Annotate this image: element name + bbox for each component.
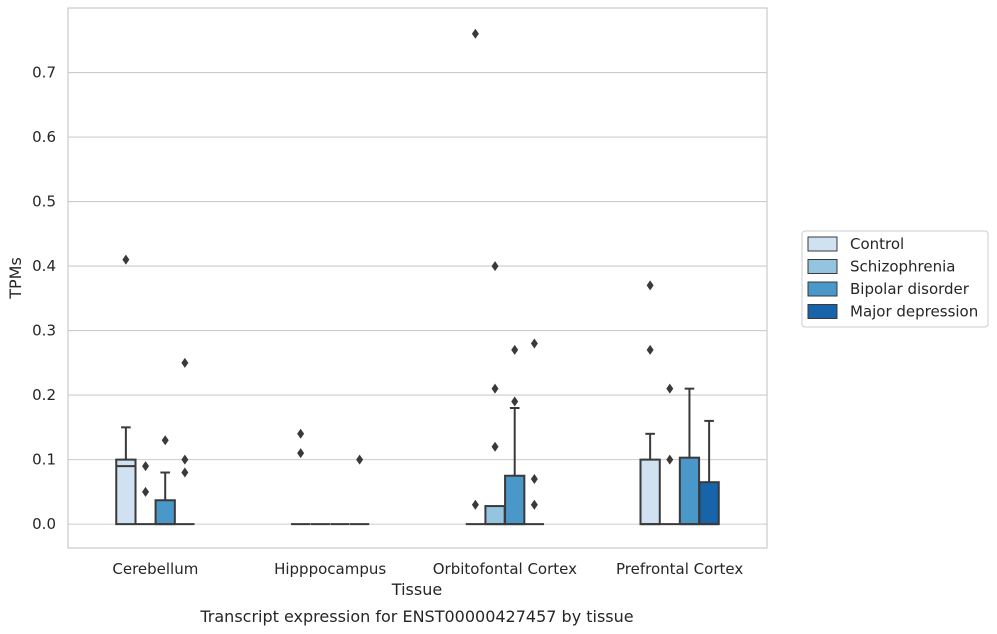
- y-tick-label: 0.1: [32, 451, 56, 469]
- outlier-point: [297, 448, 305, 459]
- box-bipolar-disorder: [154, 435, 176, 526]
- box-control: [291, 428, 311, 526]
- grid-lines: [68, 71, 767, 525]
- plot-marks: [115, 28, 720, 526]
- legend-swatch: [807, 259, 838, 274]
- y-tick-labels: 0.0 0.1 0.2 0.3 0.4 0.5 0.6 0.7: [32, 64, 56, 534]
- box-control: [465, 28, 486, 526]
- y-tick-label: 0.4: [32, 257, 56, 275]
- outlier-point: [142, 486, 150, 497]
- outlier-point: [142, 461, 150, 472]
- box-schizophrenia: [484, 261, 506, 526]
- y-tick-label: 0.0: [32, 515, 56, 533]
- box-control: [115, 254, 137, 526]
- y-tick-label: 0.6: [32, 128, 56, 146]
- box-body: [678, 456, 701, 526]
- box-major-depression: [524, 338, 544, 526]
- legend-label: Control: [850, 235, 904, 253]
- outlier-point: [530, 473, 538, 484]
- outlier-point: [181, 454, 189, 465]
- legend-swatch: [807, 304, 838, 319]
- outlier-point: [491, 441, 499, 452]
- x-tick-label: Orbitofontal Cortex: [433, 560, 577, 578]
- legend-label: Bipolar disorder: [850, 280, 970, 298]
- legend-swatch: [807, 281, 838, 297]
- outlier-point: [511, 344, 519, 355]
- outlier-point: [297, 428, 305, 439]
- outlier-point: [511, 396, 519, 407]
- box-body: [639, 458, 661, 526]
- box-schizophrenia: [660, 383, 680, 526]
- box-major-depression: [349, 454, 370, 526]
- plot-frame: [67, 7, 768, 549]
- box-body: [698, 481, 720, 526]
- outlier-point: [161, 435, 169, 446]
- chart-caption: Transcript expression for ENST0000042745…: [199, 607, 633, 626]
- legend-label: Major depression: [850, 303, 978, 321]
- x-tick-labels: Cerebellum Hipppocampus Orbitofontal Corte…: [112, 560, 743, 578]
- outlier-point: [530, 499, 538, 510]
- outlier-point: [471, 499, 479, 510]
- outlier-point: [646, 280, 654, 291]
- outlier-point: [666, 454, 674, 465]
- box-bipolar-disorder: [504, 344, 526, 526]
- y-tick-label: 0.3: [32, 322, 56, 340]
- y-tick-label: 0.7: [32, 64, 56, 82]
- legend-frame: [801, 230, 989, 328]
- legend: Control Schizophrenia Bipolar disorder Majo…: [801, 230, 989, 328]
- x-tick-label: Prefrontal Cortex: [616, 560, 743, 578]
- outlier-point: [356, 454, 364, 465]
- box-major-depression: [698, 419, 720, 526]
- y-tick-label: 0.5: [32, 193, 56, 211]
- x-tick-label: Cerebellum: [112, 560, 198, 578]
- box-body: [154, 499, 176, 526]
- y-axis-title: TPMs: [6, 257, 25, 300]
- outlier-point: [181, 357, 189, 368]
- box-major-depression: [175, 357, 195, 526]
- outlier-point: [471, 28, 479, 39]
- outlier-point: [122, 254, 130, 265]
- outlier-point: [181, 467, 189, 478]
- box-body: [484, 505, 506, 526]
- x-axis-title: Tissue: [391, 580, 442, 599]
- outlier-point: [666, 383, 674, 394]
- outlier-point: [646, 344, 654, 355]
- box-body: [115, 458, 137, 526]
- legend-label: Schizophrenia: [850, 258, 955, 276]
- legend-swatch: [807, 236, 838, 252]
- box-bipolar-disorder: [678, 387, 701, 526]
- box-control: [639, 280, 661, 526]
- x-tick-label: Hipppocampus: [274, 560, 386, 578]
- outlier-point: [491, 383, 499, 394]
- box-schizophrenia: [135, 461, 156, 526]
- y-tick-label: 0.2: [32, 386, 56, 404]
- outlier-point: [491, 261, 499, 272]
- outlier-point: [530, 338, 538, 349]
- box-body: [504, 474, 526, 526]
